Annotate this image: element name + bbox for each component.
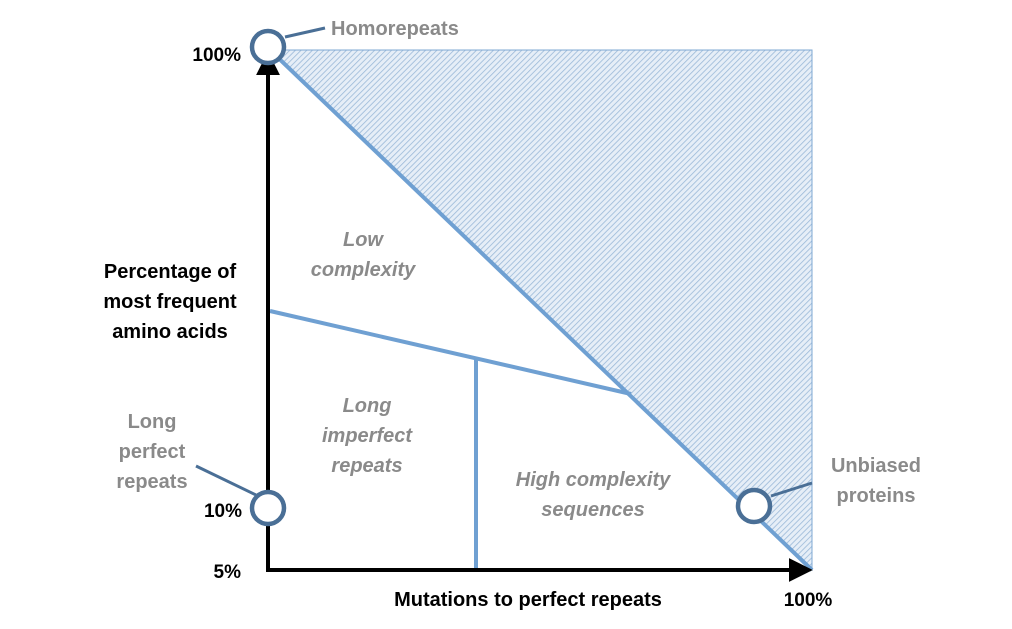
homorepeats-marker xyxy=(249,28,287,66)
long-perfect-repeats-callout-line xyxy=(195,464,257,497)
long-imperfect-repeats-label-line-1: Long xyxy=(343,395,392,417)
homorepeats-label: Homorepeats xyxy=(331,18,459,40)
long-perfect-repeats-label-line-1: Long xyxy=(128,411,177,433)
y-tick-10: 10% xyxy=(204,501,242,522)
y-axis-label-line-3: amino acids xyxy=(112,321,228,343)
y-axis-label-line-2: most frequent xyxy=(103,291,237,313)
y-axis-label-line-1: Percentage of xyxy=(104,261,237,283)
y-tick-100: 100% xyxy=(192,45,241,66)
long-imperfect-repeats-label-line-2: imperfect xyxy=(322,425,413,447)
unbiased-proteins-label-line-2: proteins xyxy=(837,485,916,507)
low-complexity-boundary-line xyxy=(269,309,632,396)
y-tick-5: 5% xyxy=(214,562,242,583)
high-complexity-label-line-1: High complexity xyxy=(516,469,671,491)
x-tick-100: 100% xyxy=(784,590,833,611)
diagonal-boundary-line xyxy=(268,48,814,572)
unbiased-proteins-callout-line xyxy=(770,481,813,498)
long-imperfect-repeats-label-line-3: repeats xyxy=(331,455,402,477)
high-complexity-label-line-2: sequences xyxy=(541,499,644,521)
unbiased-proteins-label-line-1: Unbiased xyxy=(831,455,921,477)
homorepeats-callout-line xyxy=(284,26,326,39)
low-complexity-label-line-1: Low xyxy=(343,229,384,251)
x-axis-label: Mutations to perfect repeats xyxy=(394,589,662,611)
unbiased-proteins-marker xyxy=(735,487,773,525)
long-perfect-repeats-marker xyxy=(249,489,287,527)
long-perfect-repeats-label-line-2: perfect xyxy=(119,441,186,463)
low-complexity-label-line-2: complexity xyxy=(311,259,416,281)
long-perfect-repeats-label-line-3: repeats xyxy=(116,471,187,493)
